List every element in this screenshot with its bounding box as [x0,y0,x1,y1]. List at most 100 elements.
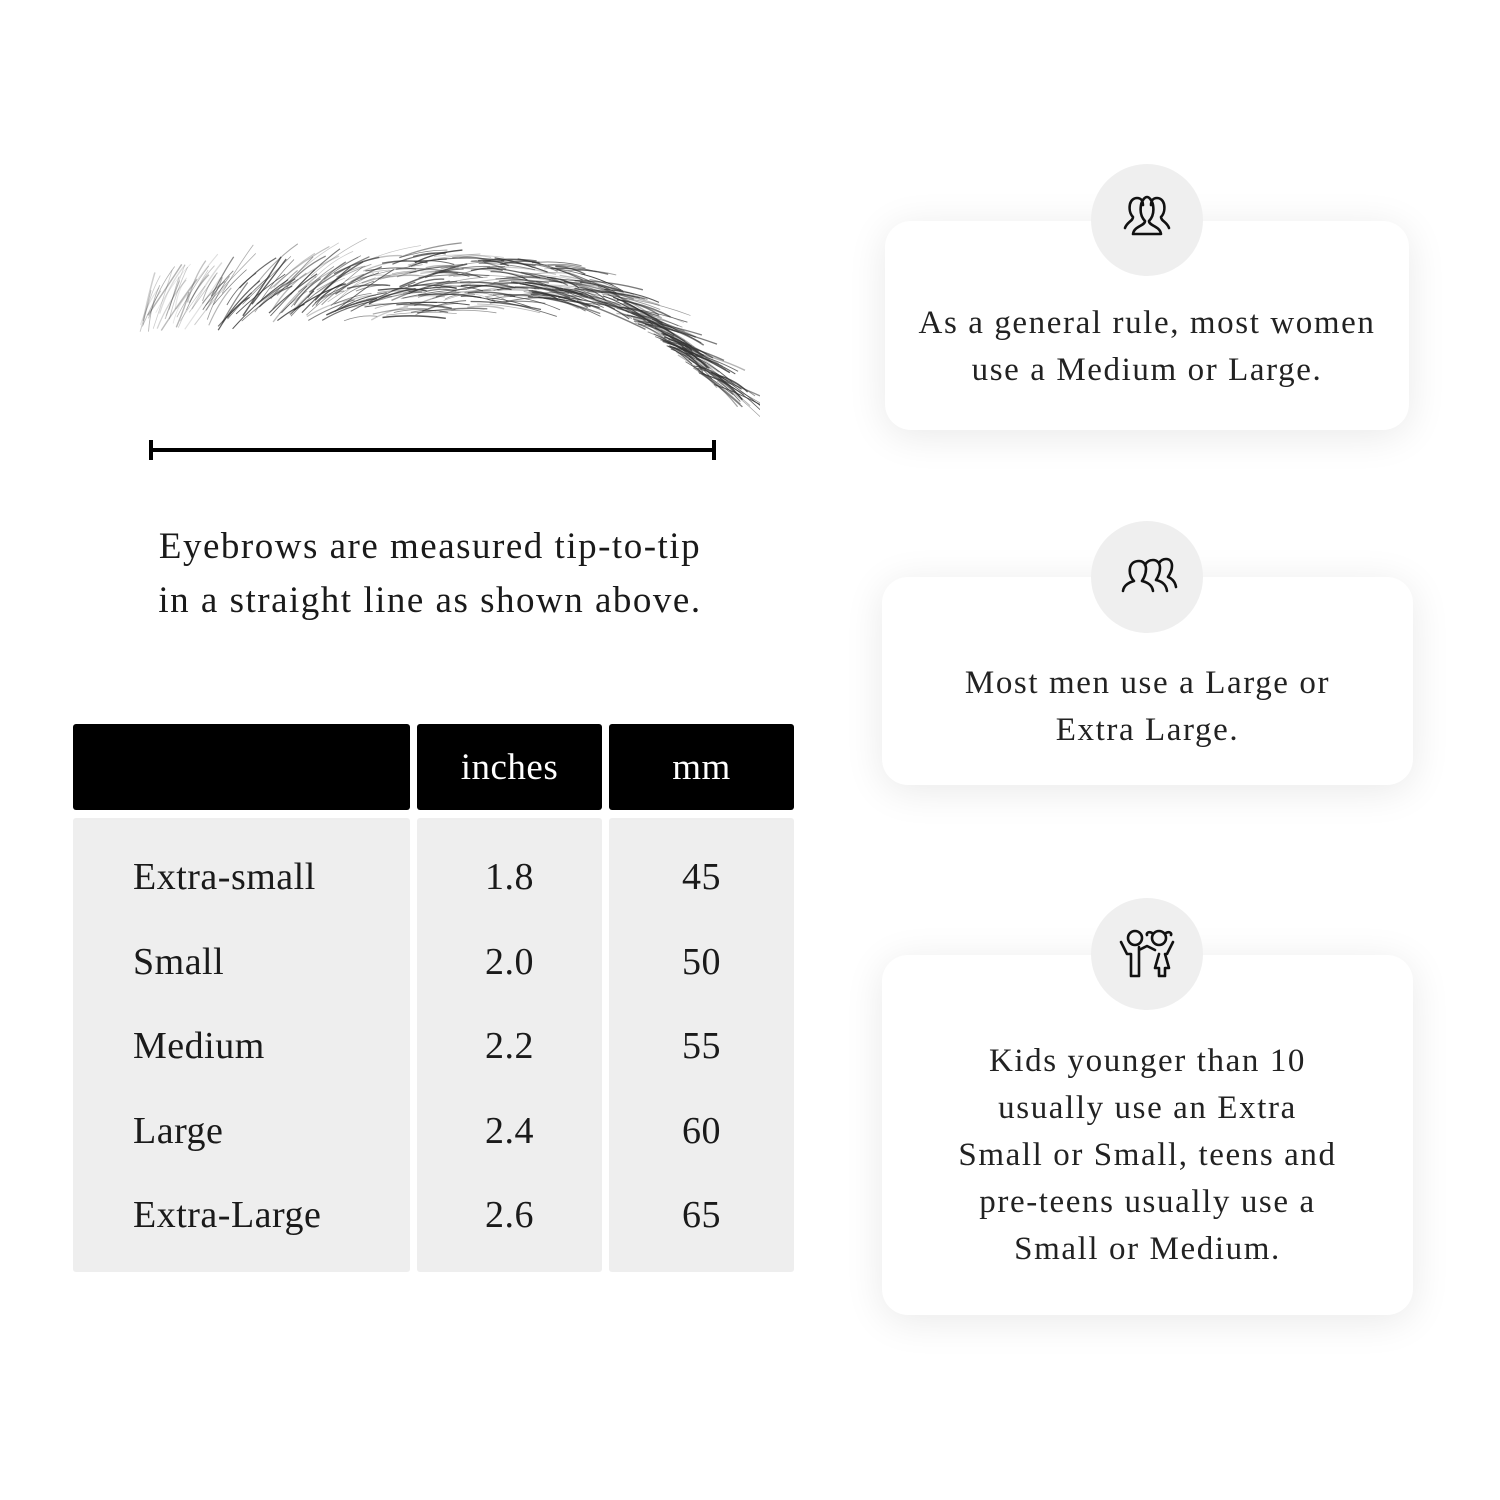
hair-stroke [571,291,636,316]
hair-stroke [156,279,187,329]
hair-stroke [493,287,536,291]
hair-stroke [666,345,695,364]
hair-stroke [607,294,663,324]
hair-stroke [235,273,286,315]
eyebrow-illustration [139,237,760,418]
hair-stroke [268,273,318,314]
hair-stroke [460,284,512,291]
hair-stroke [333,272,374,305]
hair-stroke [461,267,523,277]
mm-column [609,818,794,1272]
hair-stroke [602,293,661,310]
hair-stroke [286,242,340,285]
hair-stroke [377,290,426,294]
hair-stroke [486,297,531,308]
hair-stroke [552,288,619,302]
hair-stroke [272,275,317,323]
hair-stroke [681,346,710,369]
hair-stroke [430,276,488,289]
hair-stroke [314,290,345,304]
hair-stroke [522,280,583,285]
hair-stroke [576,300,646,331]
hair-stroke [600,291,648,300]
hair-stroke [142,275,161,325]
hair-stroke [165,264,186,316]
card-text-line: Small or Small, teens and [958,1137,1337,1173]
hair-stroke [281,285,308,314]
hair-stroke [626,314,696,338]
hair-stroke [633,320,675,338]
hair-stroke [531,290,601,317]
hair-stroke [576,283,635,295]
hair-stroke [589,278,624,293]
hair-stroke [257,243,299,284]
hair-stroke [175,291,190,328]
hair-stroke [289,290,315,315]
hair-stroke [559,278,622,291]
hair-stroke [335,266,383,295]
card-text-line: Small or Medium. [1014,1231,1281,1267]
hair-stroke [418,293,482,299]
hair-stroke [260,259,295,302]
kids-icon [1119,929,1175,978]
hair-stroke [350,281,416,312]
hair-stroke [502,262,534,269]
hair-stroke [509,292,584,297]
hair-stroke [555,265,586,275]
card-text-line: Extra Large. [1055,712,1240,748]
hair-stroke [663,336,705,357]
hair-stroke [205,253,257,306]
hair-stroke [270,269,298,300]
hair-stroke [616,308,685,332]
hair-stroke [372,307,427,315]
hair-stroke [355,295,393,304]
hair-stroke [270,245,330,290]
hair-stroke [299,255,340,280]
hair-stroke [500,276,557,280]
hair-stroke [643,320,695,348]
mm-value: 60 [682,1110,721,1152]
size-label: Small [133,941,225,983]
hair-stroke [290,266,335,308]
hair-stroke [148,285,161,332]
hair-stroke [519,276,563,284]
hair-stroke [343,315,378,322]
hair-stroke [308,299,355,321]
hair-stroke [474,292,508,302]
hair-stroke [660,339,725,362]
hair-stroke [164,280,181,320]
hair-stroke [490,271,528,281]
hair-stroke [396,303,452,309]
hair-stroke [690,364,741,405]
hair-stroke [186,265,215,311]
hair-stroke [503,295,561,311]
hair-stroke [602,295,654,325]
hair-stroke [701,367,732,387]
hair-stroke [155,263,191,313]
hair-stroke [422,300,467,312]
hair-stroke [457,276,526,288]
hair-stroke [667,345,693,365]
hair-stroke [663,332,691,352]
hair-stroke [698,358,733,382]
hair-stroke [176,265,210,318]
hair-stroke [407,253,481,266]
hair-stroke [619,306,688,323]
hair-stroke [685,352,736,375]
hair-stroke [523,291,579,309]
card-text-line: Kids younger than 10 [988,1043,1307,1079]
hair-stroke [152,269,173,329]
hair-stroke [210,256,235,297]
hair-stroke [414,249,463,264]
hair-stroke [626,308,679,327]
hair-stroke [564,281,619,292]
hair-stroke [412,252,446,257]
hair-stroke [410,259,447,267]
hair-stroke [564,295,609,305]
hair-stroke [221,282,249,323]
hair-stroke [278,290,308,315]
hair-stroke [241,278,299,322]
hair-stroke [142,272,156,322]
hair-stroke [334,268,395,312]
measurement-caption: Eyebrows are measured tip-to-tip in a st… [158,526,702,621]
